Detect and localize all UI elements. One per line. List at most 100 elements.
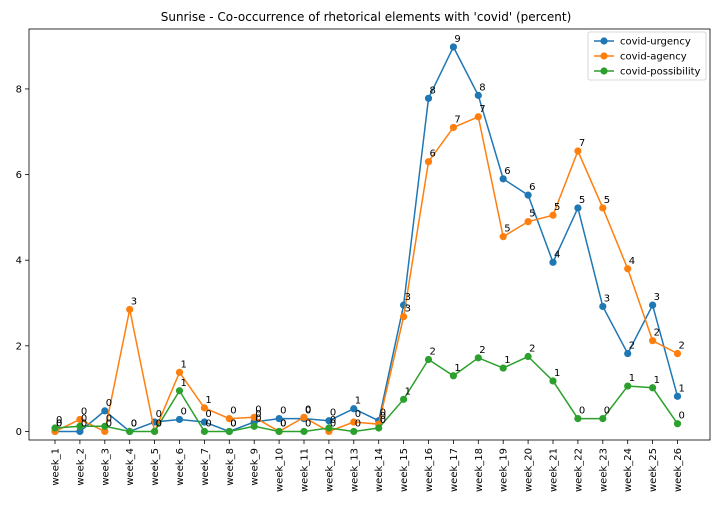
data-point xyxy=(449,372,457,380)
data-point xyxy=(499,364,507,372)
data-point xyxy=(300,413,308,421)
x-tick-label: week_9 xyxy=(250,448,261,486)
data-point xyxy=(474,91,482,99)
data-point xyxy=(175,415,184,424)
data-label: 1 xyxy=(355,396,361,407)
data-label: 5 xyxy=(529,209,535,220)
data-point xyxy=(375,424,383,432)
plot-area xyxy=(28,28,711,441)
x-tick-label: week_1 xyxy=(51,448,62,486)
data-label: 0 xyxy=(255,413,261,424)
data-label: 6 xyxy=(529,182,535,193)
data-label: 4 xyxy=(629,256,635,267)
data-label: 1 xyxy=(554,368,560,379)
data-label: 0 xyxy=(81,406,87,417)
data-point xyxy=(250,413,258,421)
data-label: 0 xyxy=(81,418,87,429)
data-label: 0 xyxy=(56,415,62,426)
data-label: 2 xyxy=(529,344,535,355)
data-point xyxy=(549,377,557,385)
data-point xyxy=(126,427,134,436)
data-label: 0 xyxy=(156,418,162,429)
data-label: 7 xyxy=(579,138,585,149)
data-label: 0 xyxy=(604,406,610,417)
data-point xyxy=(424,355,433,364)
data-label: 5 xyxy=(554,202,560,213)
y-tick-label: 6 xyxy=(16,170,22,181)
x-tick-label: week_22 xyxy=(573,448,584,492)
data-point xyxy=(350,418,358,426)
data-point xyxy=(76,415,84,424)
data-label: 0 xyxy=(679,411,685,422)
data-label: 0 xyxy=(205,418,211,429)
series-line-covid-possibility xyxy=(54,355,679,433)
data-label: 0 xyxy=(156,409,162,420)
data-point xyxy=(524,191,532,199)
x-tick-label: week_23 xyxy=(598,448,609,492)
data-label: 5 xyxy=(504,224,510,235)
legend-label: covid-possibility xyxy=(620,67,701,78)
data-point xyxy=(200,404,208,412)
data-label: 1 xyxy=(629,373,635,384)
data-label: 5 xyxy=(604,195,610,206)
data-label: 0 xyxy=(205,409,211,420)
data-label: 0 xyxy=(230,406,236,417)
x-tick-label: week_10 xyxy=(275,448,286,492)
data-point xyxy=(350,427,358,436)
data-point xyxy=(599,414,607,423)
data-point xyxy=(101,407,109,415)
data-label: 7 xyxy=(454,114,460,125)
data-point xyxy=(574,414,582,423)
data-point xyxy=(225,414,233,423)
data-label: 0 xyxy=(355,409,361,420)
data-label: 0 xyxy=(330,408,336,419)
data-label: 6 xyxy=(430,149,436,160)
data-point xyxy=(76,422,84,430)
series-group xyxy=(51,43,682,436)
data-label: 5 xyxy=(579,195,585,206)
data-point xyxy=(649,301,657,309)
data-point xyxy=(499,175,507,183)
data-label: 0 xyxy=(156,418,162,429)
data-label: 0 xyxy=(81,413,87,424)
data-label: 0 xyxy=(255,409,261,420)
data-point xyxy=(350,405,358,413)
data-label: 0 xyxy=(106,413,112,424)
data-label: 0 xyxy=(380,415,386,426)
legend: covid-urgency covid-agency covid-possibili… xyxy=(587,31,707,81)
data-point xyxy=(599,204,607,212)
data-label: 0 xyxy=(380,411,386,422)
x-tick-label: week_16 xyxy=(424,448,435,492)
data-point xyxy=(250,422,258,430)
data-point xyxy=(275,414,283,423)
data-label: 6 xyxy=(504,166,510,177)
data-point xyxy=(673,349,682,358)
data-label: 1 xyxy=(181,378,187,389)
x-tick-label: week_8 xyxy=(225,448,236,486)
data-label: 0 xyxy=(181,406,187,417)
data-point xyxy=(424,158,433,166)
y-tick-label: 0 xyxy=(16,427,22,438)
legend-marker xyxy=(600,52,608,60)
x-tick-label: week_12 xyxy=(324,448,335,492)
data-point xyxy=(325,424,333,432)
data-point xyxy=(225,427,233,436)
y-tick-label: 2 xyxy=(16,341,22,352)
data-label: 3 xyxy=(405,304,411,315)
data-point xyxy=(400,395,408,403)
data-point xyxy=(200,427,208,436)
data-label: 2 xyxy=(430,347,436,358)
x-tick-label: week_4 xyxy=(125,448,136,486)
data-label: 1 xyxy=(504,355,510,366)
data-label: 0 xyxy=(305,418,311,429)
data-point xyxy=(673,420,682,428)
data-label: 3 xyxy=(131,296,137,307)
data-label: 0 xyxy=(131,418,137,429)
x-tick-label: week_19 xyxy=(499,448,510,492)
x-tick-label: week_5 xyxy=(150,448,161,486)
x-tick-label: week_21 xyxy=(549,448,560,492)
chart-title: Sunrise - Co-occurrence of rhetorical el… xyxy=(161,10,572,24)
data-point xyxy=(175,387,184,395)
data-point xyxy=(649,384,657,392)
